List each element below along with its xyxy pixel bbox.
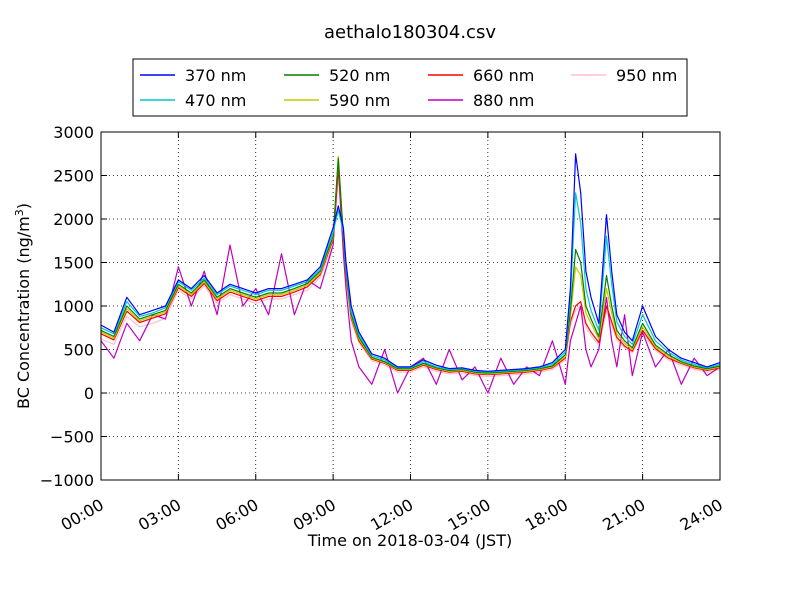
y-tick-label: −500 (50, 428, 94, 447)
y-tick-label: 2500 (53, 167, 94, 186)
x-axis-label: Time on 2018-03-04 (JST) (307, 531, 512, 550)
legend: 370 nm 470 nm 520 nm 590 nm 660 nm 880 nm 950 … (132, 58, 688, 117)
plot-area (101, 132, 720, 480)
series-line-880-nm (100, 166, 721, 394)
legend-items: 370 nm 470 nm 520 nm 590 nm 660 nm 880 nm 950 … (140, 66, 677, 110)
y-tick-labels: −1000 −500 0 500 1000 1500 2000 2500 3000 (40, 123, 94, 490)
y-axis-label-main: BC Concentration (ng/m (14, 216, 33, 409)
y-tick-label: 3000 (53, 123, 94, 142)
y-axis-label: BC Concentration (ng/m3) (13, 203, 33, 409)
legend-label: 590 nm (329, 91, 390, 110)
chart-title: aethalo180304.csv (324, 22, 496, 43)
y-axis-label-tail: ) (14, 203, 33, 209)
legend-label: 470 nm (185, 91, 246, 110)
legend-label: 520 nm (329, 66, 390, 85)
y-tick-label: 1500 (53, 254, 94, 273)
series-line-950-nm (100, 174, 721, 378)
y-tick-label: 500 (63, 341, 94, 360)
legend-box (132, 58, 688, 117)
series-line-470-nm (100, 192, 721, 373)
series-line-660-nm (100, 166, 721, 376)
legend-label: 880 nm (473, 91, 534, 110)
series-line-590-nm (100, 155, 721, 375)
legend-label: 950 nm (616, 66, 677, 85)
series-line-520-nm (100, 157, 721, 374)
series-line-370-nm (100, 153, 721, 372)
y-tick-label: 0 (84, 384, 94, 403)
y-axis-label-superscript: 3 (13, 209, 26, 216)
series-lines (100, 153, 721, 394)
y-tick-label: 2000 (53, 210, 94, 229)
y-tick-label: 1000 (53, 297, 94, 316)
y-tick-label: −1000 (40, 471, 94, 490)
axis-ticks (100, 131, 721, 481)
legend-label: 370 nm (185, 66, 246, 85)
legend-label: 660 nm (473, 66, 534, 85)
